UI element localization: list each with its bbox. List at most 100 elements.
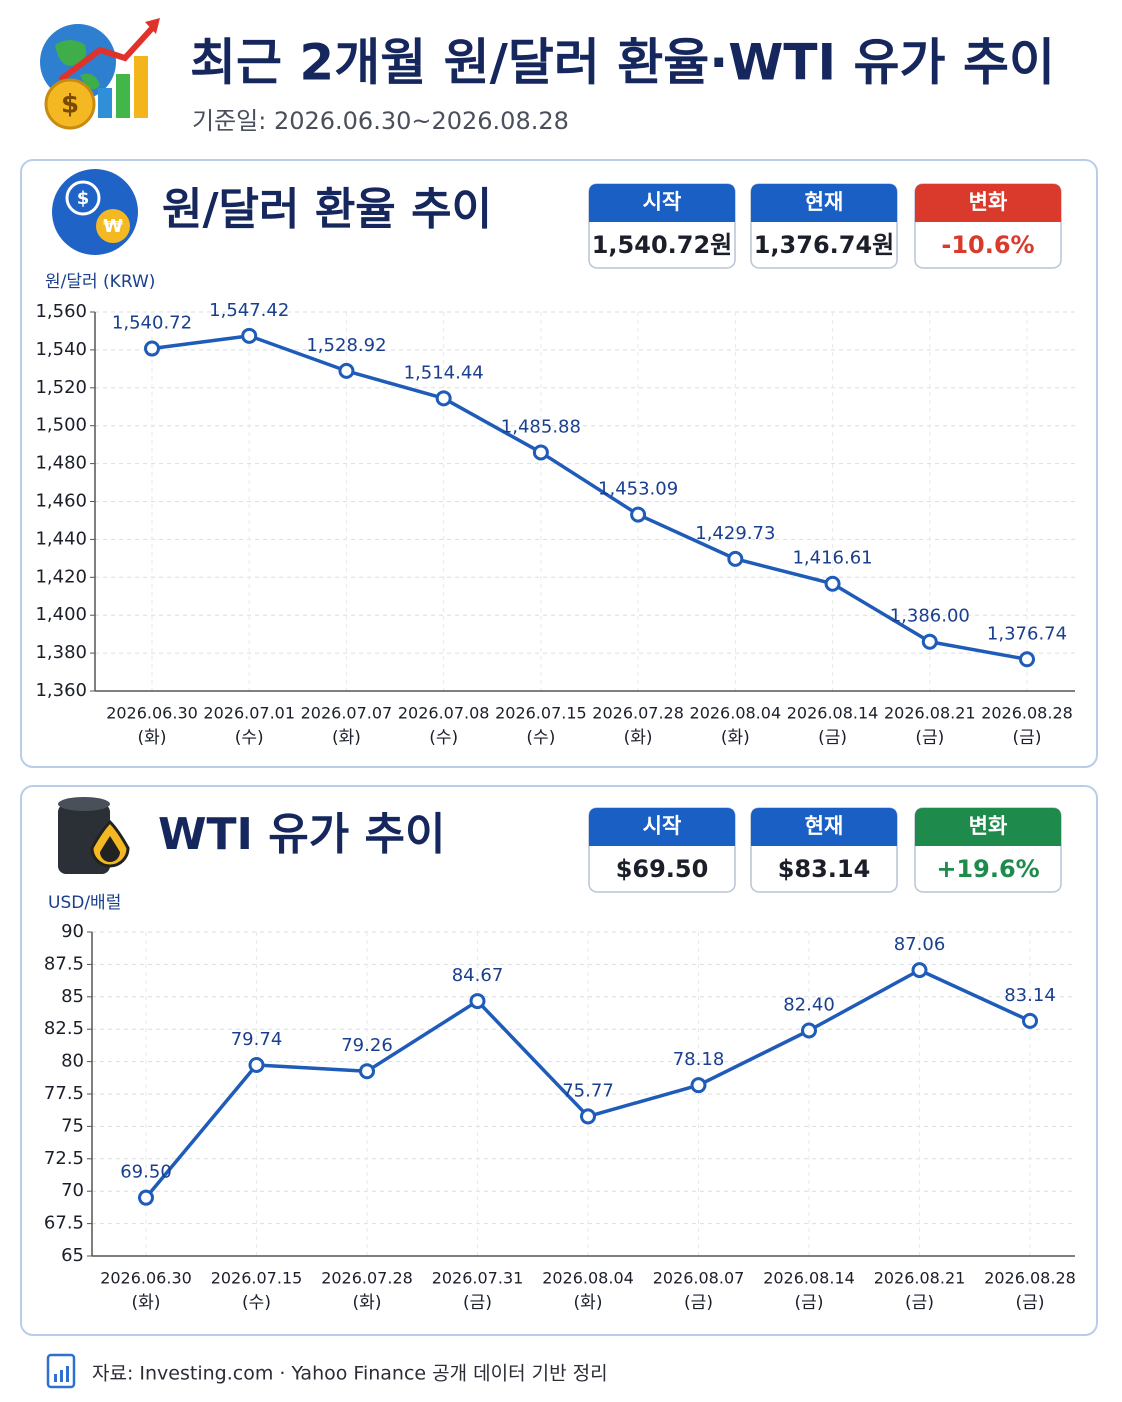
x-tick-day: (금) (1013, 728, 1042, 748)
x-tick-day: (수) (429, 728, 458, 748)
stat-value: +19.6% (936, 855, 1039, 883)
data-label: 1,540.72 (112, 313, 192, 334)
x-tick-day: (금) (684, 1293, 713, 1313)
x-tick-day: (금) (463, 1293, 492, 1313)
y-tick-label: 80 (61, 1051, 84, 1072)
y-tick-label: 1,420 (35, 566, 87, 587)
y-tick-label: 72.5 (44, 1148, 84, 1169)
source-note: 자료: Investing.com · Yahoo Finance 공개 데이터… (92, 1363, 608, 1385)
stat-header (751, 184, 897, 222)
stat-header (589, 184, 735, 222)
y-tick-label: 1,460 (35, 491, 87, 512)
data-label: 87.06 (894, 934, 946, 955)
stat-value: $83.14 (778, 855, 871, 883)
data-label: 1,528.92 (306, 335, 386, 356)
data-point (241, 327, 258, 344)
x-tick-day: (금) (818, 728, 847, 748)
x-tick-label: 2026.06.30 (100, 1269, 192, 1288)
x-tick-label: 2026.07.08 (398, 704, 490, 723)
stat-header (915, 184, 1061, 222)
x-tick-label: 2026.08.28 (984, 1269, 1076, 1288)
data-label: 1,485.88 (501, 416, 581, 437)
x-tick-day: (금) (1016, 1293, 1045, 1313)
x-tick-day: (화) (138, 728, 167, 748)
data-point (824, 575, 841, 592)
data-point (580, 1108, 596, 1125)
data-point (801, 1022, 817, 1039)
data-label: 1,376.74 (987, 623, 1067, 644)
svg-text:₩: ₩ (103, 216, 123, 237)
y-tick-label: 75 (61, 1115, 84, 1136)
x-tick-label: 2026.06.30 (106, 704, 198, 723)
data-point (1019, 651, 1035, 668)
y-tick-label: 82.5 (44, 1018, 84, 1039)
x-tick-day: (화) (353, 1293, 382, 1313)
stat-label: 시작 (643, 814, 682, 838)
header-icon: $ (40, 18, 160, 130)
data-label: 79.74 (231, 1029, 283, 1050)
x-tick-label: 2026.08.21 (884, 704, 976, 723)
data-point (359, 1063, 375, 1080)
data-label: 82.40 (783, 994, 835, 1015)
y-tick-label: 1,480 (35, 453, 87, 474)
data-label: 1,547.42 (209, 300, 289, 321)
x-tick-label: 2026.07.15 (211, 1269, 303, 1288)
data-point (248, 1056, 265, 1073)
data-label: 69.50 (120, 1162, 172, 1183)
x-tick-day: (화) (624, 728, 653, 748)
y-axis-label: USD/배럴 (48, 893, 121, 913)
data-label: 1,453.09 (598, 479, 678, 500)
stat-label: 변화 (969, 814, 1008, 838)
data-point (630, 506, 647, 523)
source-icon (46, 1353, 76, 1389)
x-tick-day: (금) (905, 1293, 934, 1313)
x-tick-label: 2026.08.14 (787, 704, 879, 723)
y-tick-label: 87.5 (44, 953, 84, 974)
y-tick-label: 1,560 (35, 301, 87, 322)
data-point (690, 1077, 707, 1094)
x-tick-label: 2026.08.07 (653, 1269, 745, 1288)
x-tick-day: (화) (332, 728, 361, 748)
stat-header (589, 808, 735, 846)
y-tick-label: 1,520 (35, 377, 87, 398)
svg-text:$: $ (61, 90, 79, 120)
data-label: 83.14 (1004, 985, 1056, 1006)
stat-value: 1,376.74원 (754, 231, 895, 259)
data-label: 1,416.61 (792, 548, 872, 569)
panel (20, 785, 1098, 1336)
page-title: 최근 2개월 원/달러 환율·WTI 유가 추이 (190, 34, 1055, 92)
data-point (1022, 1012, 1038, 1029)
stat-label: 시작 (643, 190, 682, 214)
data-point (532, 444, 549, 461)
x-tick-day: (화) (574, 1293, 603, 1313)
stat-label: 현재 (805, 190, 844, 214)
x-tick-day: (화) (132, 1293, 161, 1313)
data-point (144, 340, 160, 357)
x-tick-label: 2026.08.21 (874, 1269, 966, 1288)
y-tick-label: 1,500 (35, 415, 87, 436)
data-point (469, 993, 486, 1010)
x-tick-label: 2026.08.14 (763, 1269, 855, 1288)
data-point (138, 1189, 154, 1206)
data-label: 84.67 (452, 965, 504, 986)
data-line (151, 334, 1028, 662)
x-tick-label: 2026.07.07 (301, 704, 393, 723)
x-tick-label: 2026.07.28 (592, 704, 684, 723)
y-tick-label: 70 (61, 1180, 84, 1201)
x-tick-day: (수) (242, 1293, 271, 1313)
data-point (911, 962, 928, 979)
y-tick-label: 67.5 (44, 1213, 84, 1234)
usd-icon: $ ₩ (52, 169, 138, 255)
data-label: 75.77 (562, 1080, 614, 1101)
y-tick-label: 1,360 (35, 680, 87, 701)
panel-title: 원/달러 환율 추이 (162, 184, 492, 235)
x-tick-day: (금) (795, 1293, 824, 1313)
y-tick-label: 1,540 (35, 339, 87, 360)
x-tick-day: (금) (915, 728, 944, 748)
x-tick-label: 2026.08.04 (690, 704, 782, 723)
data-label: 1,429.73 (695, 523, 775, 544)
x-tick-label: 2026.07.15 (495, 704, 587, 723)
panel-title: WTI 유가 추이 (158, 809, 445, 860)
y-tick-label: 90 (61, 921, 84, 942)
y-tick-label: 1,400 (35, 604, 87, 625)
